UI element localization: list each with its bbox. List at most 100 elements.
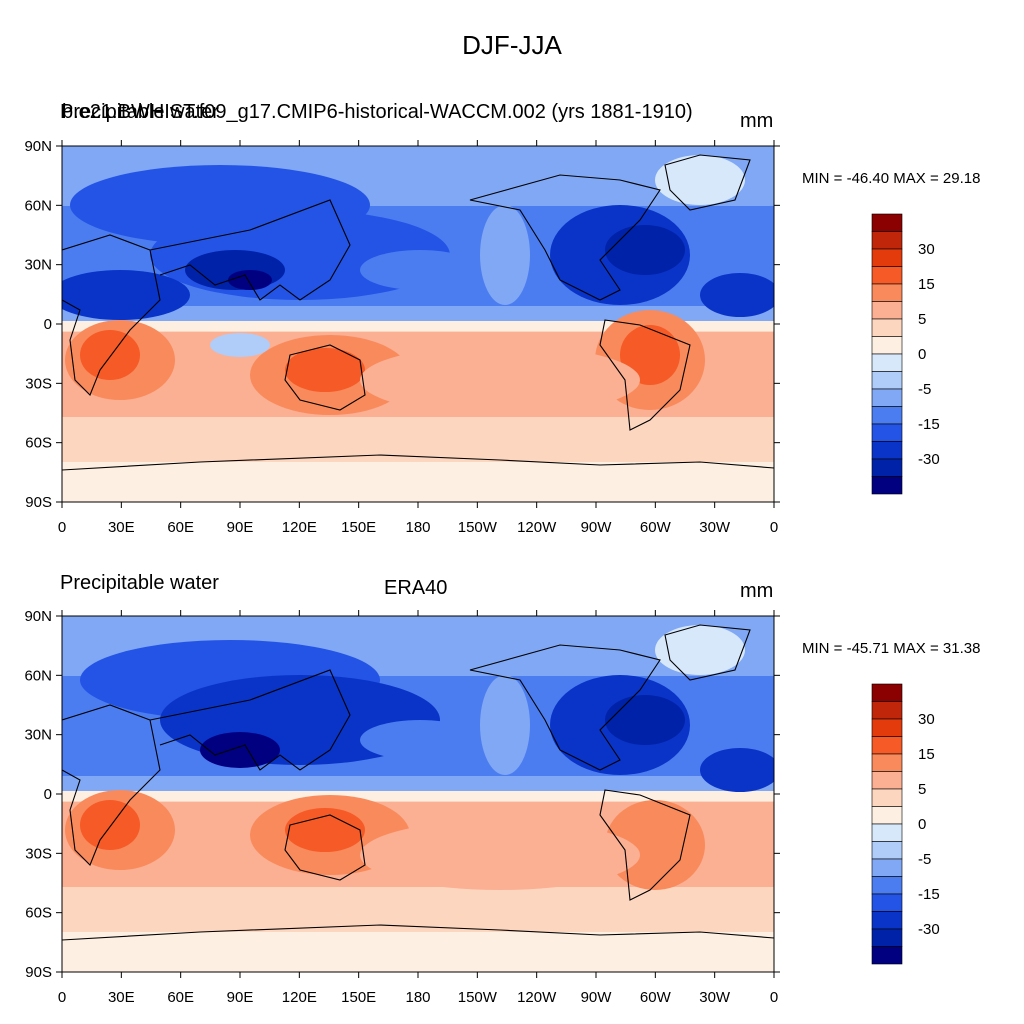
colorbar-box: [871, 928, 903, 947]
colorbar-box: [871, 858, 903, 877]
panel-obs-minmax: MIN = -45.71 MAX = 31.38: [802, 640, 981, 657]
equator-band: [62, 321, 774, 331]
lat-tick-label: 60N: [24, 197, 52, 214]
lon-tick-label: 150E: [341, 519, 376, 536]
colorbar-box: [871, 806, 903, 825]
contour-region: [62, 270, 190, 320]
lat-tick-label: 90N: [24, 138, 52, 155]
lat-tick-label: 90N: [24, 608, 52, 625]
colorbar-box: [871, 388, 903, 407]
panel-model-left-string: Precipitable water: [60, 101, 219, 123]
coastline: [469, 174, 661, 301]
panel-model-map: 90N 60N 30N 0 30S 60S 90S 0 30E 60E 90E 120E 150E 180…: [24, 138, 940, 536]
contour-region: [285, 808, 365, 852]
colorbar-box: [871, 476, 903, 495]
colorbar-box: [871, 911, 903, 930]
colorbar-label: 5: [918, 311, 926, 328]
colorbar-box: [871, 336, 903, 355]
lon-tick-label: 90W: [581, 989, 613, 1006]
lon-tick-label: 120E: [282, 519, 317, 536]
coastline: [284, 814, 366, 881]
colorbar-label: 15: [918, 276, 935, 293]
colorbar-box: [871, 283, 903, 302]
contour-region: [200, 732, 280, 768]
contour-region: [480, 675, 530, 775]
colorbar-box: [871, 701, 903, 720]
colorbar-label: -15: [918, 886, 940, 903]
panel-model-center-string: b.e21.BWHIST.f09_g17.CMIP6-historical-WA…: [62, 101, 693, 123]
lon-tick-label: 150W: [458, 989, 498, 1006]
lon-tick-label: 120W: [517, 989, 557, 1006]
coastline: [599, 319, 691, 431]
lat-tick-label: 30N: [24, 257, 52, 274]
map-field: [62, 146, 774, 502]
lat-tick-label: 0: [44, 786, 52, 803]
colorbar-label: -15: [918, 416, 940, 433]
colorbar-label: 30: [918, 711, 935, 728]
colorbar-label: 0: [918, 346, 926, 363]
contour-region: [655, 625, 745, 675]
lat-tick-label: 30N: [24, 727, 52, 744]
colorbar-box: [871, 441, 903, 460]
panel-obs-map: 90N 60N 30N 0 30S 60S 90S 0 30E 60E 90E 120E 150E 180…: [24, 608, 940, 1006]
panel-obs: 90N 60N 30N 0 30S 60S 90S 0 30E 60E 90E 120E 150E 180…: [0, 470, 1024, 1024]
lat-tick-label: 30S: [25, 375, 52, 392]
contour-region: [605, 225, 685, 275]
panel-obs-center-string: ERA40: [384, 577, 448, 599]
lon-tick-label: 60W: [640, 989, 672, 1006]
colorbar-label: 15: [918, 746, 935, 763]
lon-tick-label: 30E: [108, 519, 135, 536]
contour-region: [360, 820, 640, 890]
panel-model-right-string: mm: [740, 110, 774, 132]
coastline: [149, 669, 351, 771]
lat-tick-label: 90S: [25, 494, 52, 511]
contour-region: [700, 273, 774, 317]
lat-tick-label: 60N: [24, 667, 52, 684]
lon-tick-label: 60E: [167, 519, 194, 536]
colorbar-box: [871, 301, 903, 320]
contour-region: [700, 748, 774, 792]
colorbar-box: [871, 318, 903, 337]
lat-tick-label: 90S: [25, 964, 52, 981]
contour-region: [80, 800, 140, 850]
coastline: [284, 344, 366, 411]
lon-tick-label: 120W: [517, 519, 557, 536]
lon-tick-label: 30W: [699, 519, 731, 536]
panel-model: 90N 60N 30N 0 30S 60S 90S 0 30E 60E 90E 120E 150E 180…: [24, 101, 980, 536]
antarctic-band: [62, 932, 774, 972]
panel-obs-left-string: Precipitable water: [60, 572, 219, 594]
coastline: [62, 704, 161, 866]
lon-tick-label: 90E: [227, 989, 254, 1006]
lon-tick-label: 150W: [458, 519, 498, 536]
panel-obs-right-string: mm: [740, 580, 774, 602]
lat-tick-label: 60S: [25, 905, 52, 922]
contour-region: [360, 720, 480, 760]
colorbar-label: 0: [918, 816, 926, 833]
lon-tick-label: 0: [770, 519, 778, 536]
contour-region: [655, 155, 745, 205]
lon-tick-label: 90W: [581, 519, 613, 536]
colorbar-box: [871, 771, 903, 790]
lon-tick-label: 60E: [167, 989, 194, 1006]
colorbar-box: [871, 823, 903, 842]
contour-region: [480, 205, 530, 305]
lon-tick-label: 30E: [108, 989, 135, 1006]
colorbar-box: [871, 248, 903, 267]
colorbar-box: [871, 423, 903, 442]
coastline: [664, 154, 751, 211]
colorbar-box: [871, 736, 903, 755]
contour-region: [360, 250, 480, 290]
lon-tick-label: 120E: [282, 989, 317, 1006]
lon-tick-label: 90E: [227, 519, 254, 536]
contour-region: [228, 270, 272, 290]
colorbar-label: -5: [918, 851, 931, 868]
lon-tick-label: 30W: [699, 989, 731, 1006]
colorbar-box: [871, 266, 903, 285]
equator-band: [62, 791, 774, 801]
map-field: [62, 616, 774, 972]
coastline: [149, 199, 351, 301]
colorbar-box: [871, 841, 903, 860]
coastline: [62, 454, 774, 471]
contour-region: [80, 330, 140, 380]
colorbar-box: [871, 893, 903, 912]
